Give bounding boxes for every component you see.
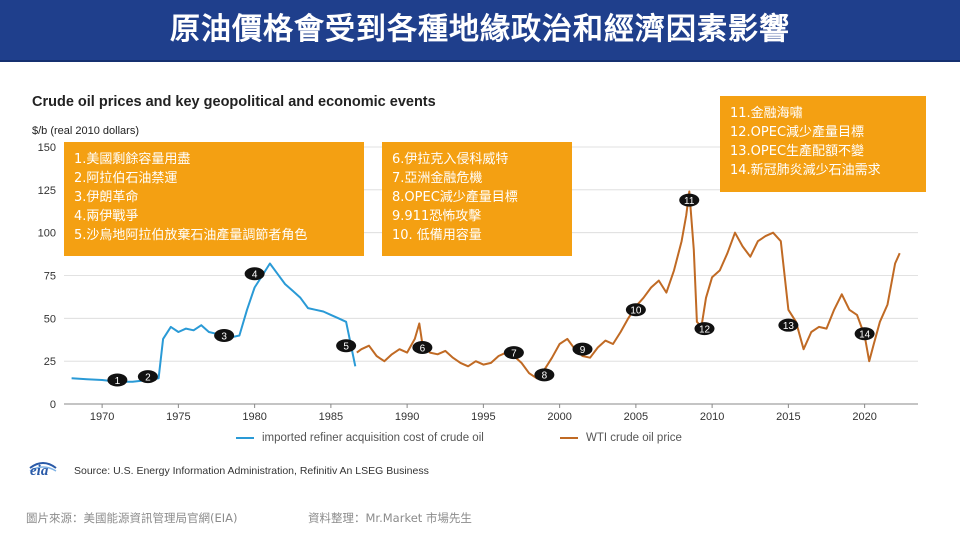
- event-marker-13: 13: [778, 318, 799, 332]
- note-item: 8.OPEC減少產量目標: [392, 190, 518, 205]
- event-marker-label: 8: [542, 371, 548, 382]
- note-item: 11.金融海嘯: [730, 106, 803, 121]
- event-marker-label: 11: [684, 196, 695, 207]
- eia-logo-text: eia: [30, 463, 49, 479]
- event-marker-label: 14: [859, 330, 871, 341]
- event-marker-9: 9: [572, 342, 593, 356]
- event-marker-dot: [534, 368, 555, 382]
- event-marker-dot: [107, 373, 128, 387]
- y-tick-label: 150: [38, 142, 56, 154]
- footer-image-source: 圖片來源：美國能源資訊管理局官網(EIA): [26, 511, 238, 525]
- x-tick-label: 1990: [395, 411, 419, 423]
- x-tick-label: 2010: [700, 411, 724, 423]
- event-marker-dot: [214, 328, 235, 342]
- x-tick-label: 1970: [90, 411, 114, 423]
- event-marker-label: 9: [580, 345, 586, 356]
- legend-swatch-orange: [560, 436, 578, 439]
- x-tick-label: 2000: [547, 411, 571, 423]
- x-tick-label: 1985: [319, 411, 343, 423]
- x-tick-label: 2015: [776, 411, 800, 423]
- event-marker-1: 1: [107, 373, 128, 387]
- event-marker-label: 2: [145, 372, 151, 383]
- note-item: 4.兩伊戰爭: [74, 209, 139, 224]
- event-marker-label: 7: [511, 348, 517, 359]
- chart-title: Crude oil prices and key geopolitical an…: [32, 94, 436, 110]
- event-marker-label: 4: [252, 270, 258, 281]
- event-marker-6: 6: [412, 340, 433, 354]
- event-marker-5: 5: [336, 339, 357, 353]
- event-marker-10: 10: [625, 303, 646, 317]
- event-marker-label: 5: [343, 342, 349, 353]
- event-marker-dot: [679, 193, 700, 207]
- event-marker-label: 3: [221, 331, 227, 342]
- y-tick-label: 25: [44, 356, 56, 368]
- x-tick-label: 2005: [624, 411, 648, 423]
- event-marker-label: 12: [699, 324, 711, 335]
- note-item: 14.新冠肺炎減少石油需求: [730, 163, 881, 178]
- events-note-1-5: 1.美國剩餘容量用盡 2.阿拉伯石油禁運 3.伊朗革命 4.兩伊戰爭 5.沙烏地…: [64, 142, 364, 256]
- legend-label: WTI crude oil price: [586, 432, 682, 444]
- x-tick-label: 1995: [471, 411, 495, 423]
- event-marker-2: 2: [137, 370, 158, 384]
- legend-label: imported refiner acquisition cost of cru…: [262, 432, 484, 444]
- event-marker-dot: [694, 322, 715, 336]
- note-item: 7.亞洲金融危機: [392, 171, 483, 186]
- event-marker-11: 11: [679, 193, 700, 207]
- note-item: 2.阿拉伯石油禁運: [74, 171, 178, 186]
- y-axis-label: $/b (real 2010 dollars): [32, 125, 140, 137]
- title-banner: 原油價格會受到各種地緣政治和經濟因素影響: [0, 0, 960, 62]
- y-tick-label: 0: [50, 399, 56, 411]
- events-note-6-10: 6.伊拉克入侵科威特 7.亞洲金融危機 8.OPEC減少產量目標 9.911恐怖…: [382, 142, 572, 256]
- event-marker-label: 1: [115, 376, 121, 387]
- event-marker-dot: [503, 346, 524, 360]
- slide-title: 原油價格會受到各種地緣政治和經濟因素影響: [170, 12, 790, 47]
- event-marker-dot: [625, 303, 646, 317]
- event-marker-7: 7: [503, 346, 524, 360]
- note-item: 9.911恐怖攻擊: [392, 209, 482, 224]
- event-marker-dot: [572, 342, 593, 356]
- event-marker-label: 6: [420, 343, 426, 354]
- x-tick-label: 1980: [242, 411, 266, 423]
- event-marker-dot: [778, 318, 799, 332]
- event-marker-12: 12: [694, 322, 715, 336]
- y-tick-label: 125: [38, 185, 56, 197]
- series-line-2: [356, 190, 901, 380]
- eia-logo-icon: [29, 462, 57, 472]
- footer-compiled-by: 資料整理：Mr.Market 市場先生: [308, 511, 472, 525]
- event-marker-4: 4: [244, 267, 265, 281]
- event-marker-dot: [412, 340, 433, 354]
- event-marker-14: 14: [854, 327, 875, 341]
- event-marker-8: 8: [534, 368, 555, 382]
- event-marker-dot: [336, 339, 357, 353]
- source-note: Source: U.S. Energy Information Administ…: [74, 465, 429, 477]
- note-item: 13.OPEC生產配額不變: [730, 144, 865, 159]
- event-marker-dot: [137, 370, 158, 384]
- y-tick-label: 100: [38, 228, 56, 240]
- event-marker-label: 10: [630, 306, 642, 317]
- y-tick-label: 75: [44, 271, 56, 283]
- event-marker-3: 3: [214, 328, 235, 342]
- events-note-11-14: 11.金融海嘯 12.OPEC減少產量目標 13.OPEC生產配額不變 14.新…: [720, 96, 926, 192]
- legend-item-wti: WTI crude oil price: [560, 432, 682, 444]
- legend-swatch-blue: [236, 436, 254, 439]
- note-item: 12.OPEC減少產量目標: [730, 125, 865, 140]
- note-item: 6.伊拉克入侵科威特: [392, 152, 509, 167]
- x-tick-label: 1975: [166, 411, 190, 423]
- series-line-1: [71, 262, 357, 383]
- note-item: 1.美國剩餘容量用盡: [74, 152, 191, 167]
- x-tick-label: 2020: [852, 411, 876, 423]
- y-tick-label: 50: [44, 313, 56, 325]
- event-marker-label: 13: [783, 321, 795, 332]
- event-marker-dot: [244, 267, 265, 281]
- note-item: 3.伊朗革命: [74, 190, 139, 205]
- event-marker-dot: [854, 327, 875, 341]
- legend-item-refiner: imported refiner acquisition cost of cru…: [236, 432, 484, 444]
- note-item: 10. 低備用容量: [392, 228, 482, 243]
- note-item: 5.沙烏地阿拉伯放棄石油產量調節者角色: [74, 228, 308, 243]
